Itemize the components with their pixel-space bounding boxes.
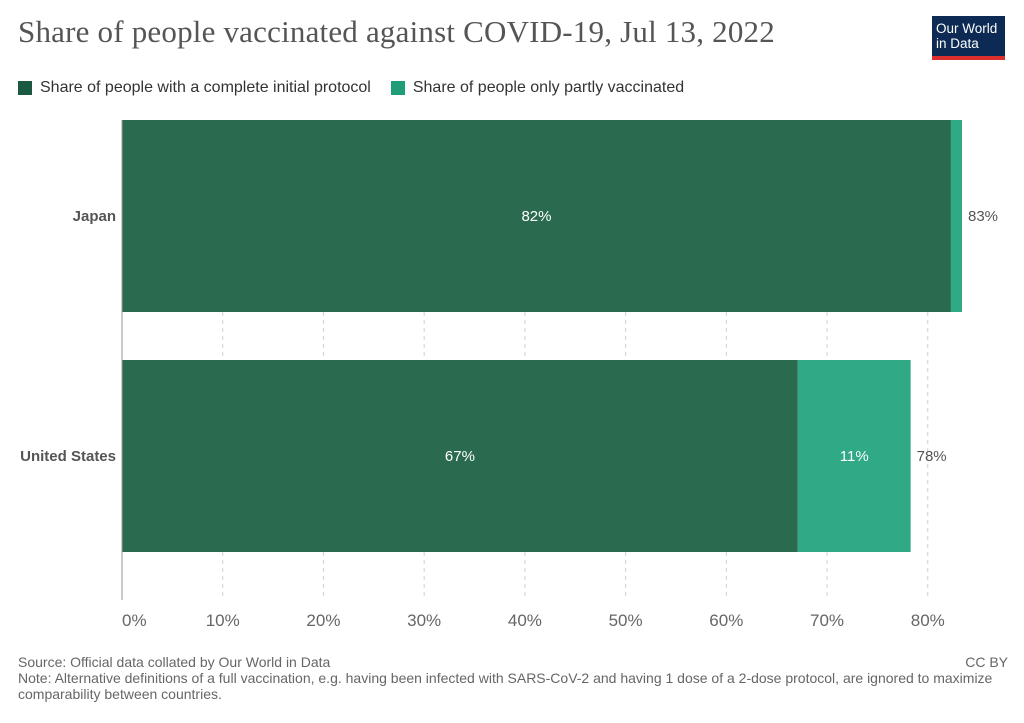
category-label-united-states: United States: [20, 448, 116, 465]
bar-chart: 82% 83% Japan 67% 11% 78% United States 0% 10% 20…: [20, 120, 998, 630]
x-tick-label-0: 0%: [122, 611, 147, 630]
note-text: Note: Alternative definitions of a full …: [18, 670, 993, 702]
x-tick-label-80: 80%: [911, 611, 945, 630]
legend-item-complete[interactable]: Share of people with a complete initial …: [18, 79, 371, 97]
x-tick-label-30: 30%: [407, 611, 441, 630]
data-label-united-states-series-0: 67%: [445, 448, 475, 465]
legend-label-partial: Share of people only partly vaccinated: [412, 79, 685, 96]
bar-japan-series-0[interactable]: [122, 120, 951, 312]
license-link[interactable]: CC BY: [965, 654, 1008, 670]
legend-swatch-complete: [18, 81, 32, 95]
bar-japan-series-1[interactable]: [950, 120, 962, 312]
source-text: Source: Official data collated by Our Wo…: [18, 654, 331, 670]
x-tick-label-40: 40%: [508, 611, 542, 630]
total-label-japan: 83%: [968, 208, 998, 225]
data-label-japan-series-0: 82%: [521, 208, 551, 225]
logo-line-2: in Data: [936, 36, 979, 51]
legend: Share of people with a complete initial …: [18, 79, 704, 97]
x-tick-label-20: 20%: [306, 611, 340, 630]
x-tick-label-70: 70%: [810, 611, 844, 630]
owid-logo[interactable]: Our World in Data: [932, 16, 1005, 60]
data-label-united-states-series-1: 11%: [840, 448, 869, 465]
x-tick-label-60: 60%: [709, 611, 743, 630]
bar-united-states-series-1[interactable]: [797, 360, 911, 552]
legend-swatch-partial: [390, 81, 405, 95]
footer: Source: Official data collated by Our Wo…: [18, 654, 1008, 702]
logo-line-1: Our World: [936, 21, 998, 36]
bar-united-states-series-0[interactable]: [122, 360, 798, 552]
chart-title: Share of people vaccinated against COVID…: [18, 14, 775, 49]
category-label-japan: Japan: [73, 208, 116, 225]
x-tick-label-50: 50%: [609, 611, 643, 630]
legend-item-partial[interactable]: Share of people only partly vaccinated: [390, 79, 685, 97]
total-label-united-states: 78%: [917, 448, 947, 465]
legend-label-complete: Share of people with a complete initial …: [40, 79, 371, 96]
x-tick-label-10: 10%: [206, 611, 240, 630]
